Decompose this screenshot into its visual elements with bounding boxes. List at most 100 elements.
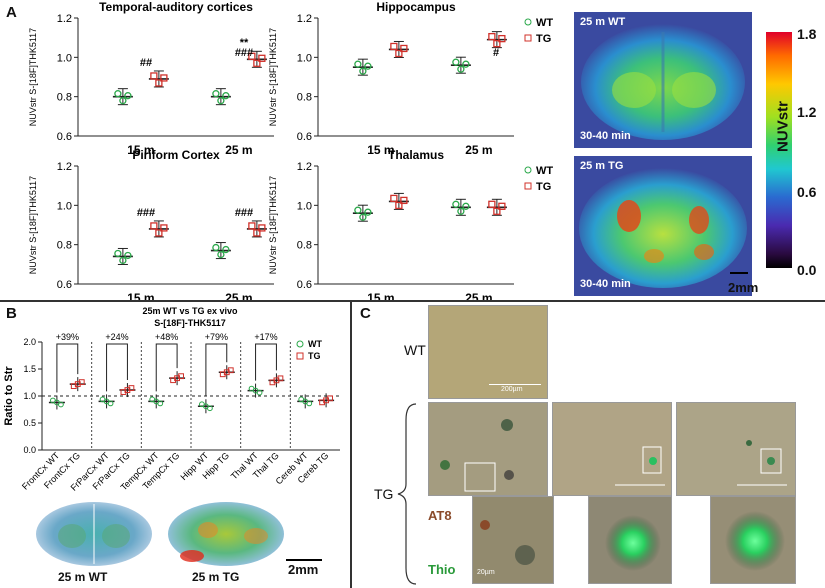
panel-label-c: C [360, 305, 371, 322]
data-point-wt [157, 400, 164, 407]
colorbar-min: 0.0 [797, 262, 817, 278]
micrograph-tg-2 [552, 402, 672, 496]
y-tick-label: 0.6 [57, 279, 72, 291]
data-point-tg [248, 222, 256, 230]
data-point-tg [390, 42, 398, 51]
data-point-tg [253, 59, 261, 67]
zoom3-content [725, 511, 785, 571]
legend-tg-label: TG [308, 351, 321, 361]
y-tick-label: 1.0 [57, 52, 72, 64]
y-tick-label: 0.0 [23, 445, 36, 455]
data-point-wt [462, 202, 470, 210]
x-category-label: 15 m [127, 143, 154, 157]
data-point-wt [114, 249, 122, 258]
legend-wt-marker [524, 166, 532, 174]
data-point-wt [107, 400, 114, 407]
y-tick-label: 1.0 [23, 391, 36, 401]
pet-image-tg: 25 m TG 30-40 min [574, 156, 752, 296]
data-point-tg [400, 196, 408, 205]
percent-change: +24% [105, 332, 128, 342]
y-tick-label: 1.0 [297, 200, 312, 212]
y-tick-label: 1.2 [297, 13, 312, 25]
comparison-bracket [56, 343, 79, 393]
percent-change: +17% [254, 332, 277, 342]
pet-wt-heatmap [581, 24, 745, 140]
wt-scale-text: 200µm [501, 386, 523, 393]
legend-tg-marker [524, 34, 532, 42]
plot-title: Hippocampus [376, 0, 456, 14]
micrograph-zoom-2 [588, 496, 672, 584]
micrograph-tg-3 [676, 402, 796, 496]
y-tick-label: 0.6 [297, 279, 312, 291]
legend-tg-label: TG [536, 181, 551, 193]
x-category-label: 25 m [225, 143, 252, 157]
y-tick-label: 0.8 [57, 92, 72, 104]
legend-wt-label: WT [536, 17, 553, 29]
data-point-tg [395, 49, 403, 58]
y-tick-label: 0.8 [297, 240, 312, 252]
data-point-tg [498, 34, 506, 43]
data-point-wt [354, 60, 362, 68]
plot-2: 0.6 0.8 1.0 1.2 Hippocampus NUVstr S-[18F]THK… [268, 0, 553, 157]
data-point-tg [493, 39, 501, 48]
x-category-label: 15 m [367, 143, 394, 157]
data-point-tg [160, 74, 168, 82]
comparison-bracket [155, 343, 178, 392]
panel-b-chart: 25m WT vs TG ex vivo S-[18F]-THK5117 0.0 0.… [3, 306, 340, 493]
data-point-wt [457, 65, 465, 73]
significance-annotation: ### [235, 47, 253, 59]
data-point-tg [493, 207, 501, 215]
stain-thio-label: Thio [428, 562, 456, 577]
data-point-wt [124, 92, 132, 100]
y-axis-label: NUVstr S-[18F]THK5117 [28, 176, 38, 274]
chart-title-2: S-[18F]-THK5117 [154, 318, 226, 328]
legend-tg-marker [524, 182, 532, 190]
tg3-plaques [737, 440, 787, 486]
legend-wt-marker [524, 18, 532, 26]
y-axis-label: Ratio to Str [3, 366, 15, 426]
colorbar-mid-low: 0.6 [797, 184, 817, 200]
data-point-tg [178, 373, 184, 380]
tg1-plaques [440, 419, 514, 492]
wt-scale-bar [489, 384, 541, 385]
legend-tg-label: TG [536, 33, 551, 45]
panel-label-b: B [6, 305, 17, 322]
y-tick-label: 0.5 [23, 418, 36, 428]
plot-1: 0.6 0.8 1.0 1.2 Temporal-auditory cortices NU… [28, 0, 274, 157]
data-point-tg [155, 229, 163, 237]
pet-tg-time: 30-40 min [580, 278, 631, 290]
data-point-wt [212, 90, 220, 98]
data-point-wt [58, 401, 64, 408]
data-point-tg [150, 222, 158, 230]
significance-annotation: ** [240, 37, 249, 49]
data-point-wt [207, 405, 213, 412]
data-point-tg [150, 72, 158, 80]
data-point-tg [327, 395, 333, 402]
x-category-label: 15 m [367, 291, 394, 300]
data-point-tg [258, 224, 266, 232]
pet-scale-bar [730, 272, 748, 274]
legend-wt-label: WT [536, 165, 553, 177]
colorbar-label: NUVstr [775, 92, 792, 162]
zoom-scale-text: 20µm [477, 569, 495, 576]
data-point-wt [217, 97, 225, 105]
percent-change: +39% [56, 332, 79, 342]
data-point-wt [212, 243, 220, 252]
significance-annotation: ## [140, 57, 152, 69]
comparison-bracket [106, 343, 128, 392]
legend-wt-label: WT [308, 339, 322, 349]
data-point-tg [128, 385, 135, 391]
comparison-bracket [255, 343, 277, 381]
comparison-bracket [205, 343, 228, 397]
data-point-wt [462, 60, 470, 68]
y-axis-label: NUVstr S-[18F]THK5117 [268, 176, 278, 274]
y-tick-label: 1.2 [57, 13, 72, 25]
pet-wt-time: 30-40 min [580, 130, 631, 142]
significance-annotation: ### [137, 207, 155, 219]
autorad-scale-label: 2mm [288, 562, 319, 577]
pet-scale-label: 2mm [728, 280, 759, 295]
y-tick-label: 1.2 [297, 161, 312, 173]
autorad-wt [34, 500, 154, 568]
y-tick-label: 0.6 [297, 131, 312, 143]
data-point-tg [400, 44, 408, 53]
